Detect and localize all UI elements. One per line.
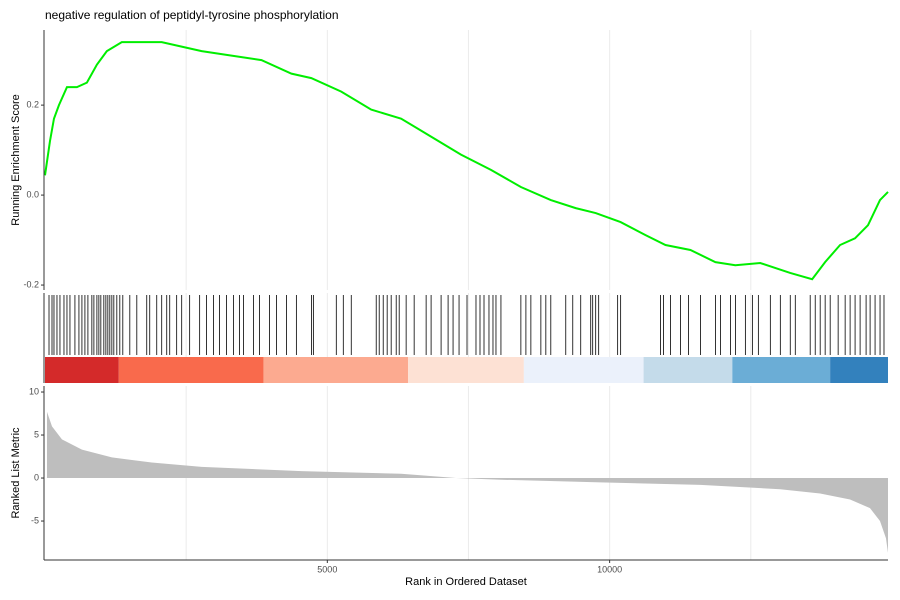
rank-band [732,357,831,383]
y-axis-title: Running Enrichment Score [10,94,22,225]
y-tick-label: 0 [34,472,39,482]
x-tick-label: 5000 [317,564,337,574]
y-tick-label: -5 [31,515,39,525]
rank-band [45,357,119,383]
rank-band [263,357,409,383]
x-tick-label: 10000 [597,564,622,574]
rank-band [408,357,524,383]
y-tick-label: 0.0 [26,189,39,199]
metric-area [46,411,889,553]
rank-band [118,357,264,383]
y-axis-title: Ranked List Metric [10,427,22,519]
rank-band [523,357,644,383]
y-tick-label: 10 [29,386,39,396]
rank-band [830,357,888,383]
y-tick-label: -0.2 [23,279,39,289]
x-axis-title: Rank in Ordered Dataset [405,576,527,588]
y-tick-label: 0.2 [26,99,39,109]
enrichment-line [44,41,889,281]
rank-band [643,357,733,383]
y-tick-label: 5 [34,429,39,439]
chart-title: negative regulation of peptidyl-tyrosine… [45,8,339,22]
